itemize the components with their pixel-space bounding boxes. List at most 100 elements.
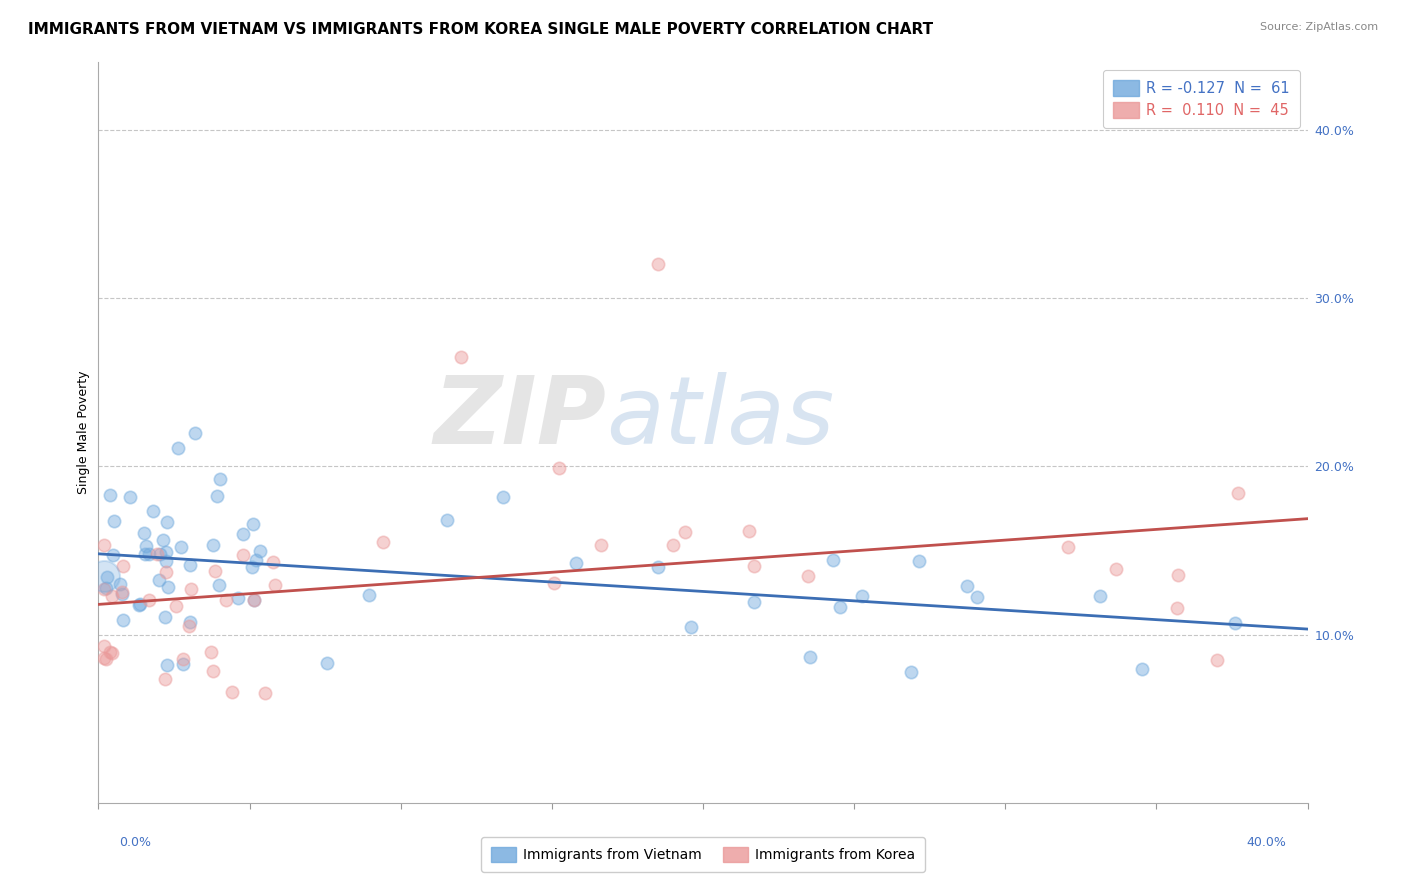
- Point: [209, 473, 232, 487]
- Point: [111, 585, 134, 599]
- Point: [148, 573, 170, 587]
- Point: [316, 657, 339, 671]
- Point: [94, 652, 117, 666]
- Point: [153, 610, 176, 624]
- Point: [149, 547, 172, 561]
- Point: [1167, 567, 1189, 582]
- Point: [155, 658, 177, 673]
- Point: [900, 665, 922, 679]
- Point: [201, 538, 224, 552]
- Point: [492, 490, 515, 504]
- Point: [157, 580, 180, 594]
- Point: [96, 570, 118, 584]
- Point: [103, 548, 125, 562]
- Point: [1206, 653, 1229, 667]
- Point: [738, 524, 761, 538]
- Point: [146, 547, 169, 561]
- Point: [1166, 600, 1188, 615]
- Point: [264, 578, 287, 592]
- Point: [94, 581, 117, 595]
- Point: [155, 565, 177, 579]
- Point: [240, 560, 263, 574]
- Point: [956, 579, 979, 593]
- Point: [821, 553, 844, 567]
- Point: [673, 524, 696, 539]
- Point: [679, 620, 702, 634]
- Point: [172, 657, 194, 671]
- Point: [177, 618, 200, 632]
- Point: [371, 535, 394, 549]
- Point: [1223, 616, 1246, 631]
- Point: [232, 527, 254, 541]
- Point: [742, 595, 765, 609]
- Point: [589, 538, 612, 552]
- Point: [153, 672, 176, 686]
- Point: [208, 577, 231, 591]
- Point: [201, 665, 224, 679]
- Point: [155, 554, 177, 568]
- Point: [172, 651, 194, 665]
- Point: [243, 592, 266, 607]
- Point: [101, 589, 124, 603]
- Text: atlas: atlas: [606, 372, 835, 463]
- Point: [262, 555, 284, 569]
- Point: [180, 582, 202, 596]
- Point: [797, 569, 820, 583]
- Point: [101, 646, 124, 660]
- Point: [647, 257, 669, 271]
- Point: [111, 587, 134, 601]
- Text: 0.0%: 0.0%: [120, 837, 152, 849]
- Point: [851, 589, 873, 603]
- Point: [93, 651, 115, 665]
- Point: [179, 615, 201, 629]
- Point: [170, 540, 193, 554]
- Point: [156, 515, 179, 529]
- Point: [1130, 662, 1153, 676]
- Y-axis label: Single Male Poverty: Single Male Poverty: [77, 371, 90, 494]
- Point: [245, 552, 267, 566]
- Point: [226, 591, 249, 606]
- Text: ZIP: ZIP: [433, 372, 606, 464]
- Point: [1105, 562, 1128, 576]
- Point: [155, 545, 177, 559]
- Point: [661, 538, 683, 552]
- Point: [138, 547, 160, 561]
- Point: [132, 526, 155, 541]
- Point: [799, 649, 821, 664]
- Point: [242, 593, 264, 607]
- Point: [111, 613, 134, 627]
- Point: [128, 598, 150, 612]
- Point: [742, 558, 765, 573]
- Point: [108, 577, 131, 591]
- Point: [98, 488, 121, 502]
- Point: [221, 685, 243, 699]
- Point: [142, 504, 165, 518]
- Text: IMMIGRANTS FROM VIETNAM VS IMMIGRANTS FROM KOREA SINGLE MALE POVERTY CORRELATION: IMMIGRANTS FROM VIETNAM VS IMMIGRANTS FR…: [28, 22, 934, 37]
- Point: [166, 441, 188, 455]
- Point: [184, 425, 207, 440]
- Point: [242, 517, 264, 532]
- Point: [93, 538, 115, 552]
- Point: [138, 593, 160, 607]
- Point: [232, 549, 254, 563]
- Point: [93, 568, 115, 582]
- Point: [134, 547, 156, 561]
- Point: [548, 461, 571, 475]
- Point: [129, 597, 152, 611]
- Point: [436, 513, 458, 527]
- Point: [908, 554, 931, 568]
- Point: [135, 539, 157, 553]
- Point: [1226, 486, 1249, 500]
- Point: [215, 592, 238, 607]
- Point: [450, 350, 472, 364]
- Legend: Immigrants from Vietnam, Immigrants from Korea: Immigrants from Vietnam, Immigrants from…: [481, 837, 925, 871]
- Point: [111, 558, 134, 573]
- Point: [565, 556, 588, 570]
- Point: [647, 560, 669, 574]
- Point: [543, 575, 565, 590]
- Legend: R = -0.127  N =  61, R =  0.110  N =  45: R = -0.127 N = 61, R = 0.110 N = 45: [1102, 70, 1301, 128]
- Point: [966, 590, 988, 604]
- Point: [152, 533, 174, 547]
- Point: [200, 644, 222, 658]
- Point: [165, 599, 187, 614]
